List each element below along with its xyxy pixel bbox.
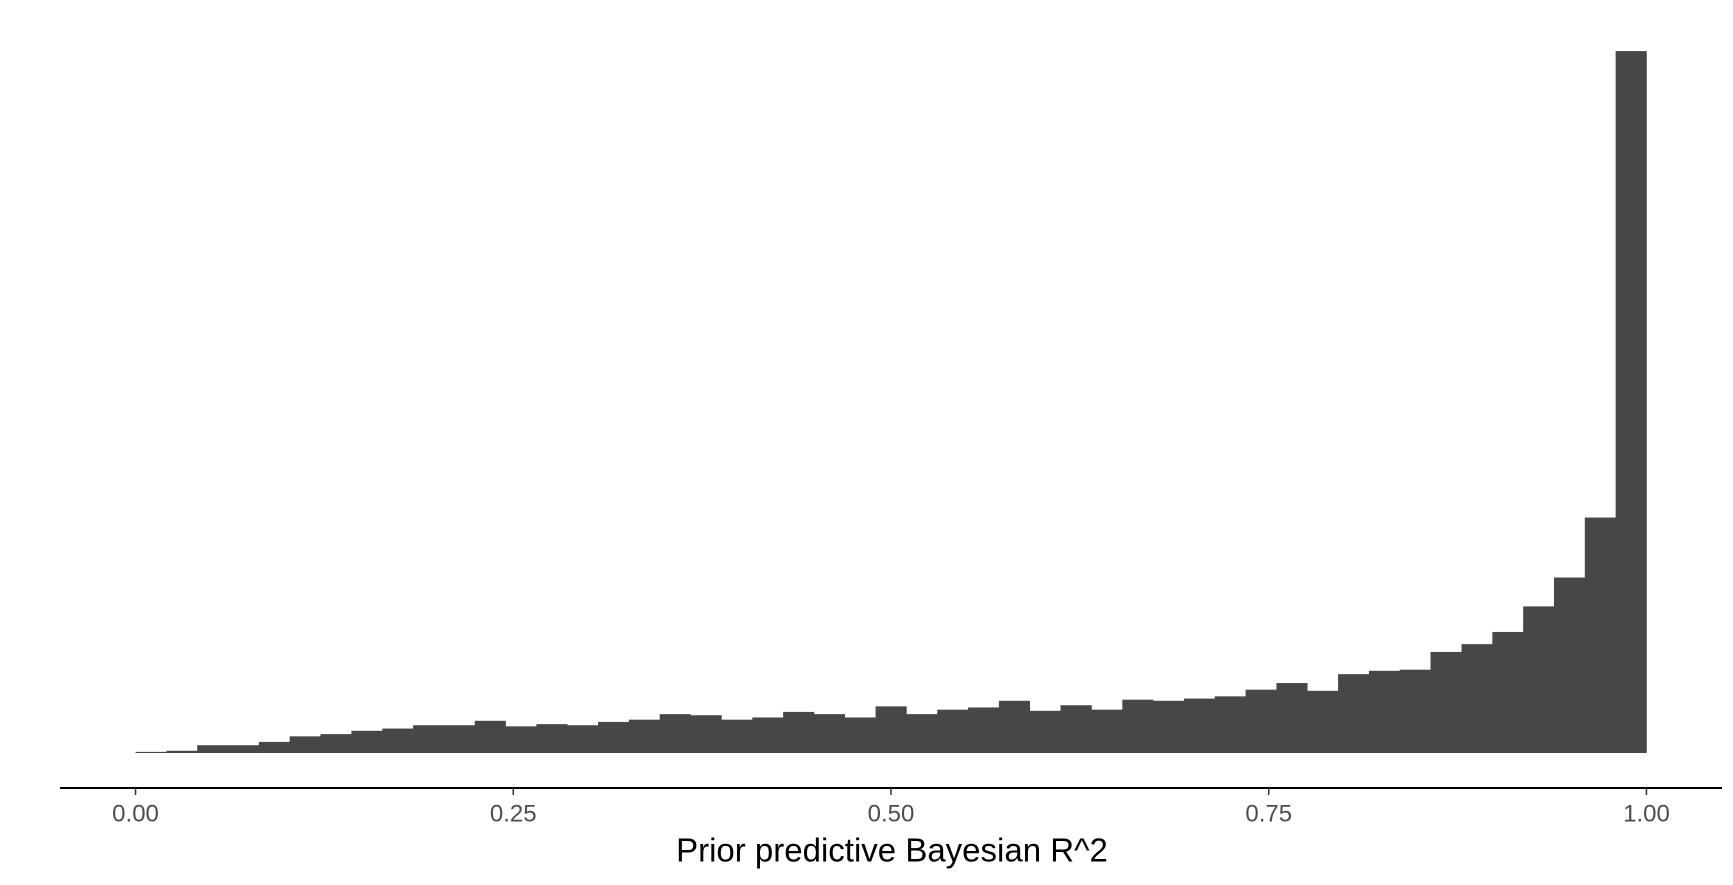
bar bbox=[474, 720, 506, 753]
bar bbox=[228, 745, 260, 753]
bar bbox=[1122, 699, 1154, 753]
bar bbox=[1214, 696, 1246, 753]
bar bbox=[1368, 670, 1401, 753]
bar bbox=[1153, 700, 1185, 753]
bar bbox=[1584, 517, 1616, 753]
bar bbox=[351, 730, 383, 753]
x-tick-label: 1.00 bbox=[1623, 800, 1670, 827]
x-tick-label: 0.75 bbox=[1245, 800, 1292, 827]
bar bbox=[1523, 606, 1555, 753]
bar bbox=[1461, 644, 1493, 753]
bar bbox=[937, 709, 969, 753]
bar bbox=[690, 715, 722, 753]
bar bbox=[413, 725, 445, 753]
bar bbox=[659, 714, 691, 753]
bar bbox=[197, 745, 229, 753]
bar bbox=[1276, 683, 1308, 753]
x-tick-label: 0.25 bbox=[490, 800, 537, 827]
bar bbox=[1430, 651, 1462, 753]
bar bbox=[752, 717, 784, 753]
bar bbox=[1615, 51, 1647, 753]
bar bbox=[382, 728, 414, 753]
bar bbox=[844, 717, 876, 753]
bar bbox=[536, 724, 568, 753]
bar bbox=[875, 706, 907, 753]
bar bbox=[598, 721, 630, 753]
bar bbox=[258, 741, 290, 753]
bar bbox=[320, 734, 352, 753]
x-tick-label: 0.50 bbox=[868, 800, 915, 827]
x-axis-title: Prior predictive Bayesian R^2 bbox=[676, 832, 1108, 869]
bar bbox=[1307, 690, 1339, 753]
bar bbox=[998, 700, 1031, 753]
bar bbox=[813, 714, 846, 753]
bar bbox=[1553, 577, 1586, 753]
bar bbox=[1183, 698, 1216, 753]
bar bbox=[1245, 689, 1277, 753]
bar bbox=[166, 750, 198, 753]
bar bbox=[1399, 669, 1431, 753]
bar bbox=[906, 714, 938, 753]
bar bbox=[1338, 674, 1370, 753]
bar bbox=[968, 707, 1000, 753]
bar bbox=[1492, 631, 1524, 753]
bar bbox=[721, 719, 753, 753]
bar bbox=[1091, 709, 1123, 753]
bar bbox=[505, 726, 537, 753]
bar bbox=[1029, 710, 1061, 753]
bar bbox=[783, 711, 815, 753]
x-tick-label: 0.00 bbox=[112, 800, 159, 827]
bar bbox=[135, 751, 167, 753]
bar bbox=[628, 719, 660, 753]
bar bbox=[1060, 705, 1092, 753]
bar bbox=[289, 736, 321, 753]
bar bbox=[567, 725, 599, 753]
bar bbox=[443, 725, 476, 753]
